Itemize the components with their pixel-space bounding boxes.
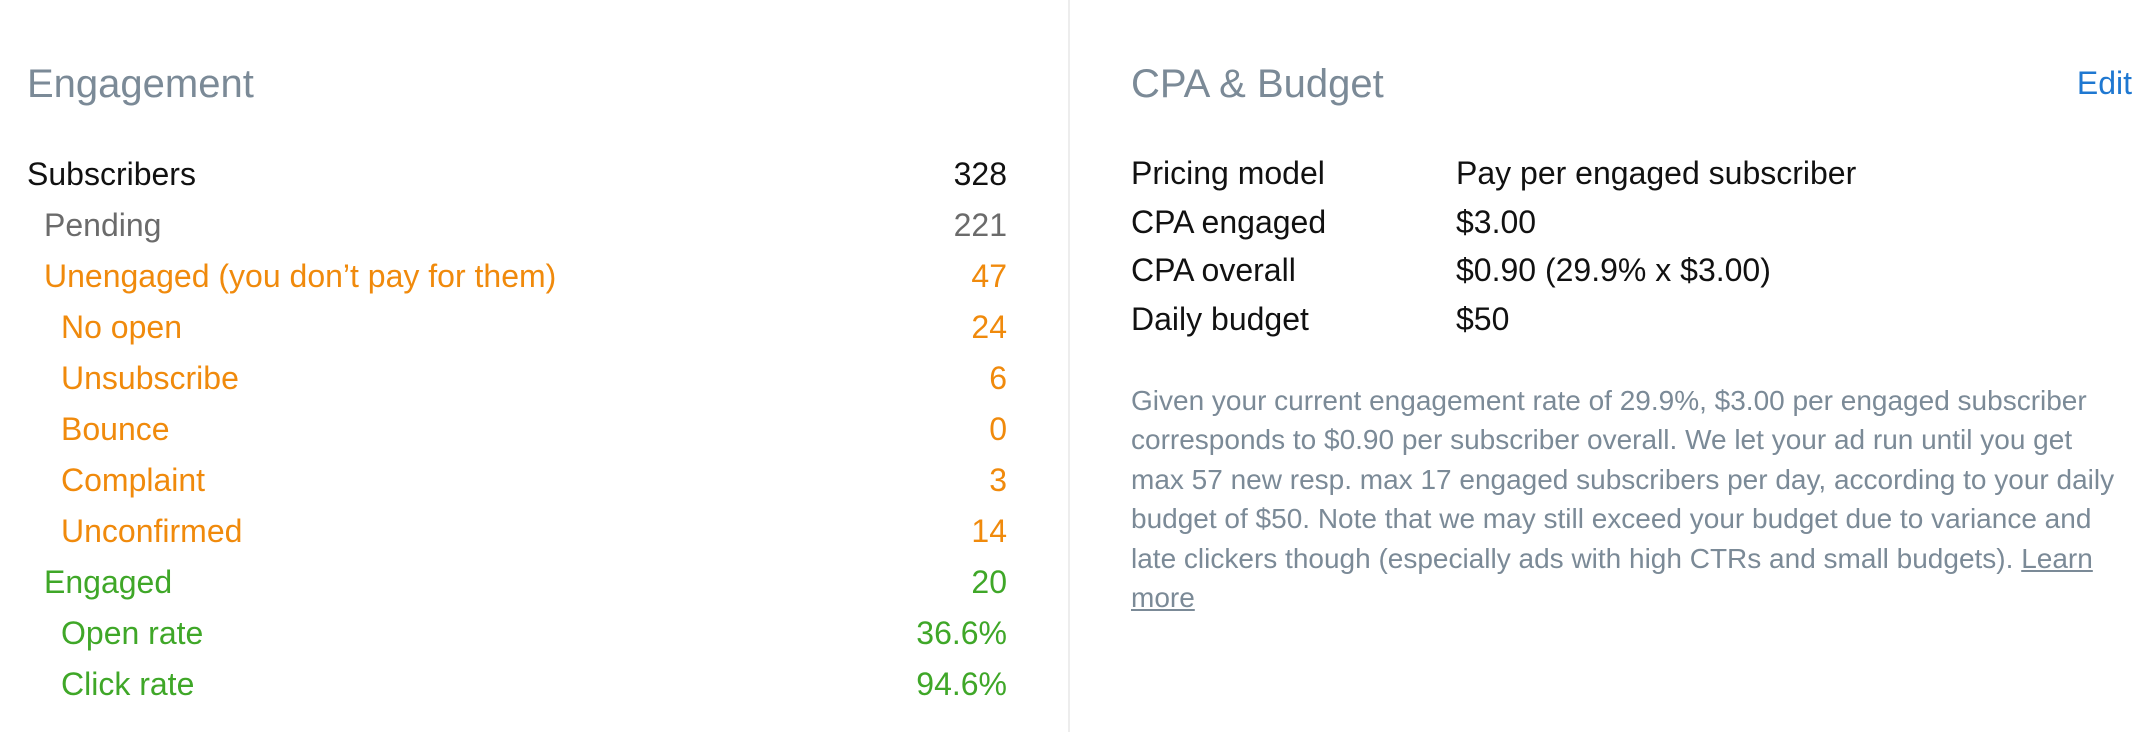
cpa-row-pricing-model: Pricing model Pay per engaged subscriber xyxy=(1131,149,1856,198)
row-label: Bounce xyxy=(61,411,170,447)
cpa-value: $3.00 xyxy=(1456,203,1537,240)
engagement-list: Subscribers 328 Pending 221 Unengaged (y… xyxy=(27,149,1007,710)
row-value: 24 xyxy=(971,309,1007,345)
row-unsubscribe: Unsubscribe 6 xyxy=(27,353,1007,404)
row-label: Pending xyxy=(44,207,162,243)
cpa-key: CPA overall xyxy=(1131,252,1296,288)
row-label: Open rate xyxy=(61,615,204,651)
row-click-rate: Click rate 94.6% xyxy=(27,659,1007,710)
cpa-row-cpa-engaged: CPA engaged $3.00 xyxy=(1131,198,1856,247)
row-value: 328 xyxy=(953,156,1007,192)
row-label: Click rate xyxy=(61,666,195,702)
row-label: No open xyxy=(61,309,182,345)
row-value: 94.6% xyxy=(916,666,1007,702)
cpa-value: $0.90 (29.9% x $3.00) xyxy=(1456,252,1771,288)
row-value: 36.6% xyxy=(916,615,1007,651)
row-unconfirmed: Unconfirmed 14 xyxy=(27,506,1007,557)
row-unengaged: Unengaged (you don’t pay for them) 47 xyxy=(27,251,1007,302)
row-open-rate: Open rate 36.6% xyxy=(27,608,1007,659)
cpa-table: Pricing model Pay per engaged subscriber… xyxy=(1131,149,1856,343)
row-value: 14 xyxy=(971,513,1007,549)
cpa-explanation-text: Given your current engagement rate of 29… xyxy=(1131,385,2115,574)
row-bounce: Bounce 0 xyxy=(27,404,1007,455)
row-subscribers: Subscribers 328 xyxy=(27,149,1007,200)
engagement-panel: Engagement Subscribers 328 Pending 221 U… xyxy=(0,0,1070,732)
row-label: Subscribers xyxy=(27,156,196,192)
row-value: 3 xyxy=(989,462,1007,498)
row-pending: Pending 221 xyxy=(27,200,1007,251)
cpa-budget-panel: CPA & Budget Edit Pricing model Pay per … xyxy=(1072,0,2144,732)
row-label: Unengaged (you don’t pay for them) xyxy=(44,258,557,294)
row-value: 221 xyxy=(953,207,1007,243)
row-value: 20 xyxy=(971,564,1007,600)
row-value: 47 xyxy=(971,258,1007,294)
engagement-title: Engagement xyxy=(27,62,254,106)
row-value: 0 xyxy=(989,411,1007,447)
learn-more-link[interactable]: Learn more xyxy=(1131,542,2093,614)
cpa-explanation: Given your current engagement rate of 29… xyxy=(1131,381,2121,617)
row-value: 6 xyxy=(989,360,1007,396)
cpa-row-cpa-overall: CPA overall $0.90 (29.9% x $3.00) xyxy=(1131,246,1856,295)
cpa-key: Daily budget xyxy=(1131,300,1309,337)
row-label: Complaint xyxy=(61,462,206,498)
edit-link[interactable]: Edit xyxy=(2076,65,2132,101)
cpa-key: CPA engaged xyxy=(1131,203,1327,240)
row-complaint: Complaint 3 xyxy=(27,455,1007,506)
row-no-open: No open 24 xyxy=(27,302,1007,353)
cpa-key: Pricing model xyxy=(1131,155,1325,191)
row-label: Unconfirmed xyxy=(61,513,243,549)
cpa-row-daily-budget: Daily budget $50 xyxy=(1131,295,1856,344)
row-label: Engaged xyxy=(44,564,173,600)
cpa-value: $50 xyxy=(1456,300,1510,337)
cpa-budget-title: CPA & Budget xyxy=(1131,62,1384,106)
row-label: Unsubscribe xyxy=(61,360,239,396)
row-engaged: Engaged 20 xyxy=(27,557,1007,608)
cpa-value: Pay per engaged subscriber xyxy=(1456,155,1857,191)
